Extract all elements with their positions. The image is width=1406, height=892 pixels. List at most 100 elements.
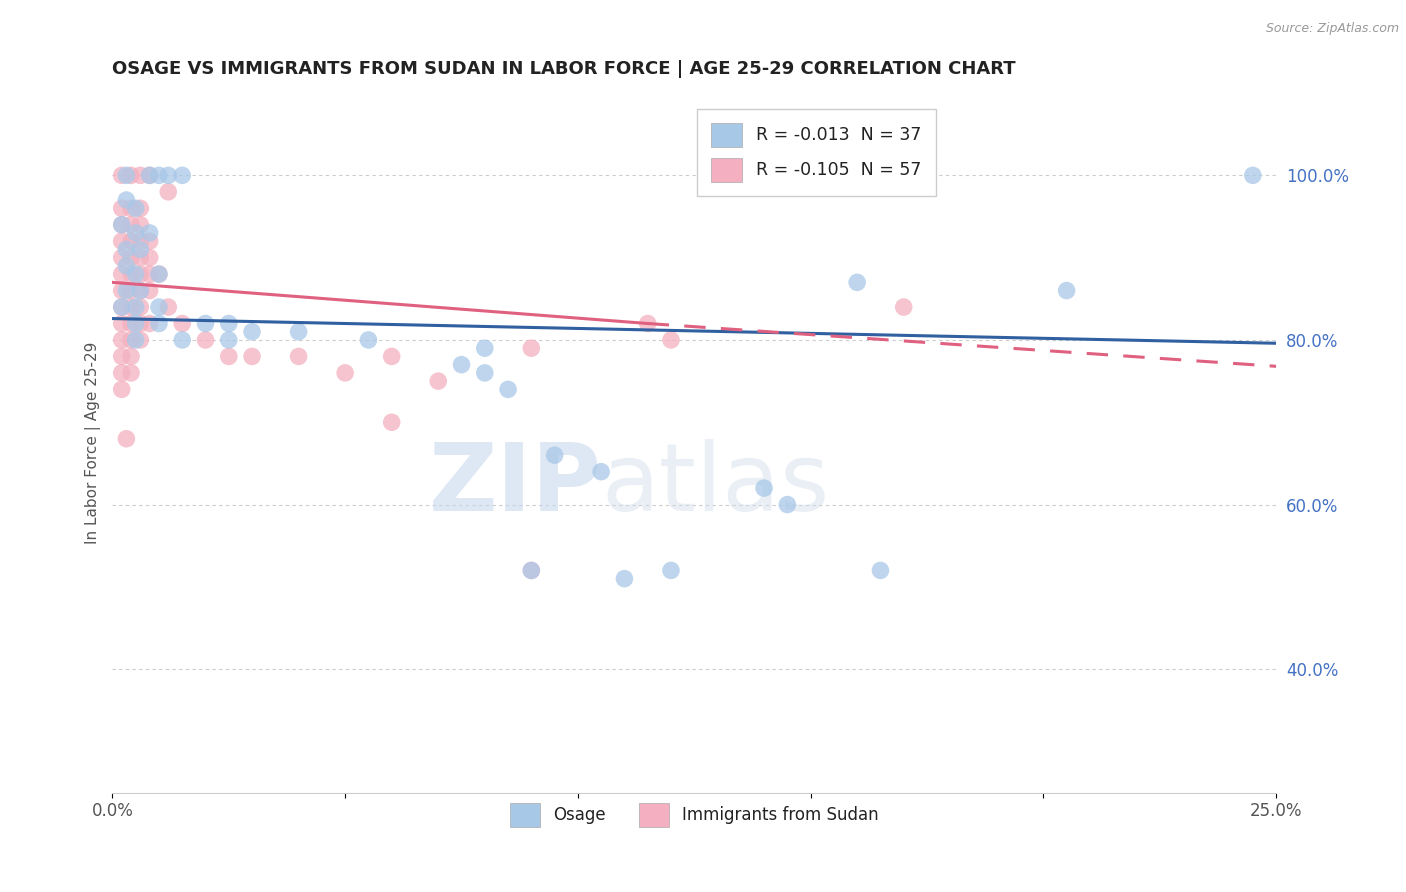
Point xyxy=(869,563,891,577)
Point xyxy=(129,284,152,298)
Point xyxy=(138,234,160,248)
Point xyxy=(333,366,356,380)
Point xyxy=(148,267,170,281)
Point xyxy=(120,201,142,215)
Point xyxy=(125,300,148,314)
Point xyxy=(115,432,138,446)
Point xyxy=(172,169,194,183)
Point xyxy=(381,350,404,364)
Point xyxy=(520,341,543,355)
Point xyxy=(194,333,217,347)
Point xyxy=(1056,284,1078,298)
Point xyxy=(125,201,148,215)
Text: ZIP: ZIP xyxy=(429,439,602,531)
Point xyxy=(427,374,450,388)
Point xyxy=(157,300,180,314)
Point xyxy=(111,169,134,183)
Point xyxy=(138,169,160,183)
Point xyxy=(138,226,160,240)
Point xyxy=(111,300,134,314)
Text: atlas: atlas xyxy=(602,439,830,531)
Point xyxy=(120,333,142,347)
Point xyxy=(120,366,142,380)
Text: OSAGE VS IMMIGRANTS FROM SUDAN IN LABOR FORCE | AGE 25-29 CORRELATION CHART: OSAGE VS IMMIGRANTS FROM SUDAN IN LABOR … xyxy=(112,60,1017,78)
Point xyxy=(129,201,152,215)
Point xyxy=(893,300,915,314)
Point xyxy=(659,333,682,347)
Point xyxy=(115,284,138,298)
Point xyxy=(111,201,134,215)
Point xyxy=(157,169,180,183)
Point xyxy=(148,267,170,281)
Point xyxy=(194,317,217,331)
Point xyxy=(846,276,869,290)
Point xyxy=(115,259,138,273)
Point xyxy=(543,448,565,462)
Point xyxy=(111,366,134,380)
Point xyxy=(129,333,152,347)
Point xyxy=(129,251,152,265)
Point xyxy=(218,333,240,347)
Point xyxy=(111,267,134,281)
Point xyxy=(659,563,682,577)
Point xyxy=(776,498,799,512)
Point xyxy=(120,234,142,248)
Point xyxy=(115,193,138,207)
Point xyxy=(129,169,152,183)
Point xyxy=(591,465,613,479)
Point xyxy=(111,251,134,265)
Point xyxy=(111,218,134,232)
Point xyxy=(120,284,142,298)
Point xyxy=(111,234,134,248)
Point xyxy=(218,317,240,331)
Point xyxy=(520,563,543,577)
Point xyxy=(138,251,160,265)
Point xyxy=(129,284,152,298)
Point xyxy=(120,267,142,281)
Point xyxy=(637,317,659,331)
Point xyxy=(496,382,519,396)
Point xyxy=(138,284,160,298)
Point xyxy=(120,300,142,314)
Point xyxy=(129,218,152,232)
Point xyxy=(520,563,543,577)
Point xyxy=(287,325,309,339)
Point xyxy=(120,169,142,183)
Point xyxy=(111,284,134,298)
Point xyxy=(125,333,148,347)
Point xyxy=(125,317,148,331)
Point xyxy=(138,317,160,331)
Point xyxy=(125,267,148,281)
Point xyxy=(752,481,775,495)
Point xyxy=(148,169,170,183)
Point xyxy=(172,317,194,331)
Point xyxy=(157,185,180,199)
Point xyxy=(125,226,148,240)
Point xyxy=(129,267,152,281)
Point xyxy=(120,251,142,265)
Point xyxy=(148,300,170,314)
Point xyxy=(120,218,142,232)
Point xyxy=(129,243,152,257)
Point xyxy=(148,317,170,331)
Point xyxy=(218,350,240,364)
Point xyxy=(474,341,496,355)
Point xyxy=(120,317,142,331)
Point xyxy=(474,366,496,380)
Point xyxy=(381,415,404,429)
Point xyxy=(450,358,472,372)
Point xyxy=(120,350,142,364)
Point xyxy=(129,317,152,331)
Point xyxy=(1241,169,1264,183)
Point xyxy=(111,333,134,347)
Point xyxy=(138,267,160,281)
Point xyxy=(172,333,194,347)
Point xyxy=(111,350,134,364)
Point xyxy=(138,169,160,183)
Point xyxy=(111,300,134,314)
Y-axis label: In Labor Force | Age 25-29: In Labor Force | Age 25-29 xyxy=(86,342,101,544)
Point xyxy=(115,243,138,257)
Point xyxy=(287,350,309,364)
Point xyxy=(613,572,636,586)
Point xyxy=(111,317,134,331)
